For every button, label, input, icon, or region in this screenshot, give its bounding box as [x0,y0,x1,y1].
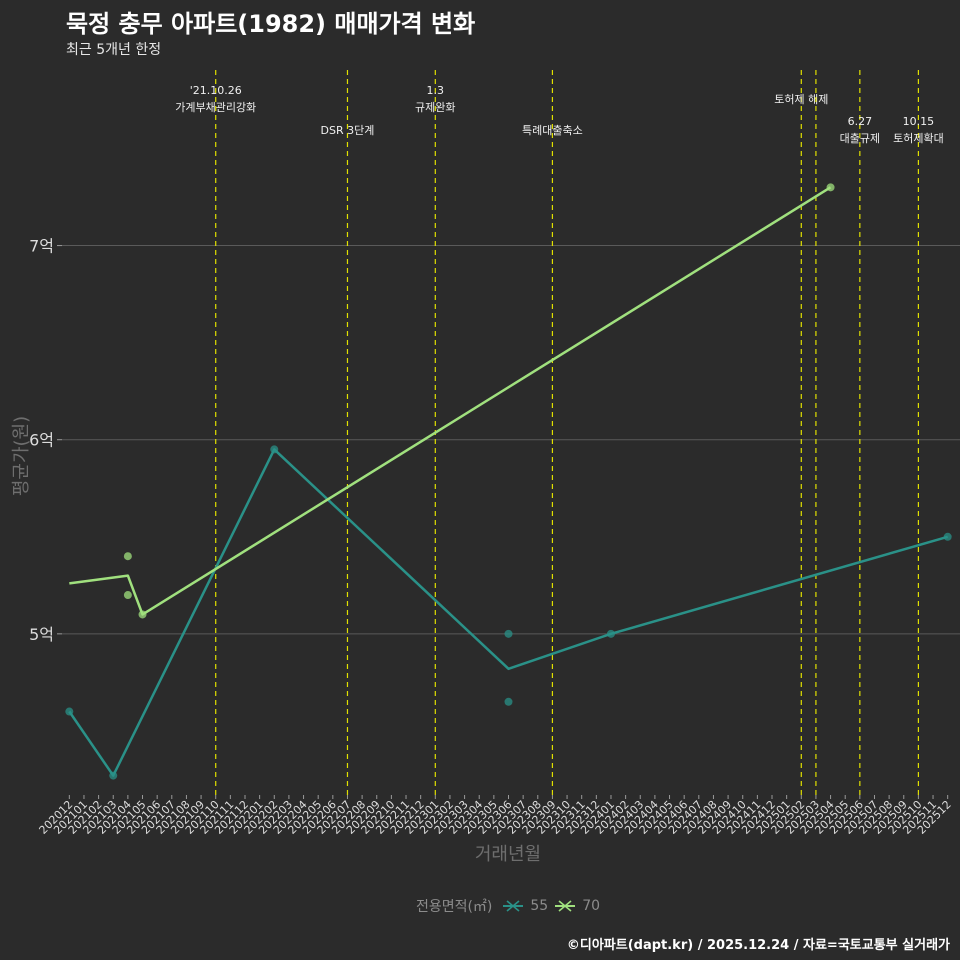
event-label: 특례대출축소 [522,124,583,137]
series-layer [65,183,952,780]
chart-subtitle: 최근 5개년 한정 [66,42,162,58]
legend-label-70: 70 [582,898,601,914]
event-label: 가계부채관리강화 [175,101,256,114]
data-point-55 [65,707,74,716]
data-point-70 [123,591,132,600]
series-line-70 [69,186,832,616]
data-point-70 [138,610,147,619]
event-label: DSR 3단계 [321,124,375,137]
data-point-70 [826,183,835,192]
data-point-55 [504,697,513,706]
legend: 전용면적(㎡) 55 70 [0,896,960,916]
y-axis-label: 평균가(원) [11,415,32,497]
event-label: 1.3 [427,84,445,97]
source-caption: ©디아파트(dapt.kr) / 2025.12.24 / 자료=국토교통부 실… [566,938,950,953]
series-line-55 [68,448,949,777]
event-label: 10.15 [903,115,935,128]
legend-title: 전용면적(㎡) [415,899,493,915]
legend-swatch-55-icon [503,900,524,912]
legend-item-55[interactable]: 55 [502,898,548,914]
data-point-55 [504,629,513,638]
y-tick-label: 7억 [29,237,54,256]
grid-layer [62,245,960,635]
chart-title: 묵정 충무 아파트(1982) 매매가격 변화 [66,10,476,38]
data-point-55 [270,445,279,454]
data-point-55 [109,771,118,780]
event-label: 규제완화 [415,101,455,114]
y-tick-label: 5억 [29,625,54,644]
event-label: 대출규제 [840,132,880,145]
event-label: 6.27 [848,115,873,128]
x-axis-label: 거래년월 [474,844,542,865]
data-point-55 [943,532,952,541]
x-axis: 2020122021012021022021032021042021052021… [37,795,954,837]
legend-item-70[interactable]: 70 [554,898,600,914]
data-point-70 [123,552,132,561]
legend-label-55: 55 [530,898,549,914]
event-label: '21.10.26 [190,84,242,97]
event-label: 토허제 해제 [774,92,828,106]
y-tick-label: 6억 [29,431,54,450]
legend-swatch-70-icon [555,900,576,912]
event-label: 토허제확대 [893,132,944,145]
data-point-55 [606,629,615,638]
y-axis: 5억 6억 7억 [29,237,62,644]
